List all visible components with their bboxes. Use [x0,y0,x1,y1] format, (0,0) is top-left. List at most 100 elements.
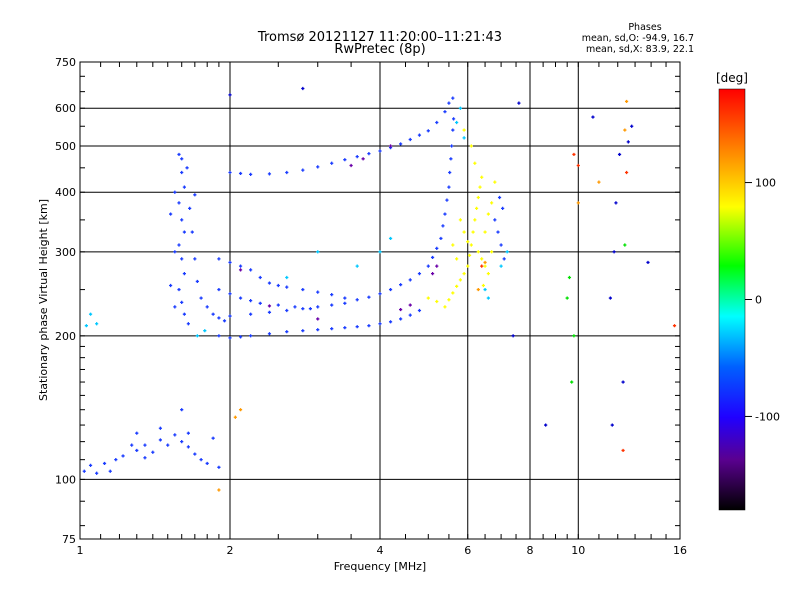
data-point [462,230,466,234]
y-axis-label: Stationary phase Virtual Height [km] [37,199,50,401]
data-point [199,296,203,300]
data-point [505,250,509,254]
x-tick-label: 16 [673,544,687,557]
data-point [169,283,173,288]
data-point [276,283,280,288]
data-point [88,463,93,467]
data-point [497,195,502,200]
data-point [330,161,334,165]
data-point [439,236,443,241]
data-point [185,166,189,170]
data-point [195,334,199,338]
data-point [451,128,455,132]
data-point [567,275,572,280]
data-point [466,264,470,268]
colorbar-ticks: 100 0 -100 [745,177,780,423]
data-point [493,180,497,184]
data-point [182,185,186,189]
data-point [458,278,463,282]
data-point [217,488,221,492]
data-point [316,250,320,254]
data-point [473,218,477,222]
data-point [228,336,232,340]
data-point [591,115,595,119]
data-point [158,438,163,442]
data-point [182,272,186,276]
data-point [570,380,574,384]
colorbar-tick-label: -100 [755,410,780,423]
data-point [177,152,181,157]
data-point [501,206,505,210]
data-point [388,144,393,148]
data-point [565,296,569,300]
data-point [166,443,170,447]
colorbar-label: [deg] [716,71,748,85]
data-point [617,152,622,157]
data-point [399,317,403,321]
stats-o: mean, sd,O: -94.9, 16.7 [582,33,694,44]
data-point [343,326,347,330]
data-point [343,296,347,300]
data-point [102,461,107,466]
data-point [301,86,305,91]
data-point [449,157,453,161]
data-point [483,260,487,265]
data-point [399,307,403,312]
data-point [258,301,262,305]
data-point [330,293,334,297]
data-point [308,307,313,311]
data-point [222,319,227,323]
data-point [450,144,454,148]
data-point [435,299,439,304]
data-point [621,448,625,453]
data-point [316,328,320,332]
data-point [285,308,289,313]
data-point [285,170,289,175]
data-point [417,133,422,137]
data-point [486,296,490,300]
data-point [186,445,190,449]
data-point [490,201,494,205]
data-point [443,110,447,114]
data-point [355,298,359,302]
axis-ticks: 1 2 4 6 8 10 16 75 100 200 300 400 500 600 750 [55,56,687,557]
data-point [186,431,190,435]
data-point [143,443,147,447]
data-point [435,246,439,250]
data-point [608,296,613,300]
data-point [430,272,435,276]
data-point [228,93,232,97]
chart-subtitle: RwPretec (8p) [334,42,425,57]
data-point [316,305,320,309]
data-point [623,243,627,247]
data-point [451,243,455,247]
colorbar-tick-label: 100 [755,177,776,190]
data-point [502,257,506,261]
data-point [199,458,203,462]
x-tick-label: 4 [377,544,384,557]
data-point [180,170,184,175]
data-point [330,303,334,307]
data-point [408,313,412,317]
data-point [399,283,403,287]
data-point [621,380,625,384]
x-tick-label: 2 [227,544,234,557]
data-point [480,175,484,179]
data-point [572,334,576,338]
data-point [267,281,272,285]
data-point [451,96,455,100]
data-point [451,291,455,295]
data-point [108,469,112,473]
data-point [249,334,253,338]
data-point [276,303,280,307]
x-axis-label: Frequency [MHz] [334,560,426,573]
data-point [249,268,253,272]
data-point [182,312,186,316]
x-tick-label: 1 [77,544,84,557]
data-point [572,152,576,157]
data-point [177,201,181,205]
y-tick-label: 200 [55,330,76,343]
data-point [624,99,629,104]
data-point [258,275,262,280]
